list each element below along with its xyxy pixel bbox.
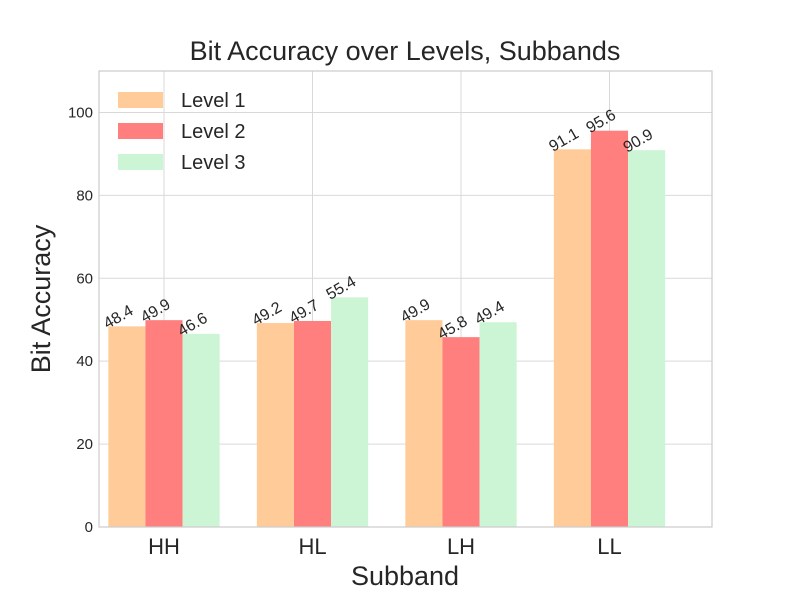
bar bbox=[293, 320, 332, 527]
x-tick-label: HH bbox=[148, 534, 180, 559]
bar bbox=[331, 297, 369, 527]
bar bbox=[405, 320, 443, 527]
bar bbox=[590, 130, 629, 527]
bar bbox=[256, 323, 294, 527]
x-tick-label: HL bbox=[298, 534, 326, 559]
y-tick-label: 40 bbox=[76, 353, 93, 370]
x-tick-label: LH bbox=[447, 534, 475, 559]
bar bbox=[479, 322, 517, 527]
legend: Level 1 Level 2 Level 3 bbox=[118, 90, 246, 174]
legend-swatch bbox=[118, 154, 163, 170]
y-tick-label: 100 bbox=[68, 104, 93, 121]
legend-swatch bbox=[118, 123, 163, 139]
bar bbox=[553, 149, 591, 527]
bar bbox=[628, 150, 666, 528]
bars bbox=[108, 130, 666, 528]
x-axis-label: Subband bbox=[351, 561, 459, 591]
bar bbox=[145, 320, 183, 527]
legend-swatch bbox=[118, 92, 163, 108]
bar bbox=[182, 333, 220, 527]
x-tick-label: LL bbox=[597, 534, 621, 559]
y-tick-label: 20 bbox=[76, 436, 93, 453]
y-tick-labels: 0 20 40 60 80 100 bbox=[68, 104, 93, 536]
legend-label: Level 2 bbox=[181, 121, 246, 143]
bar bbox=[442, 337, 480, 527]
y-tick-label: 60 bbox=[76, 270, 93, 287]
chart-title: Bit Accuracy over Levels, Subbands bbox=[190, 36, 621, 66]
legend-label: Level 1 bbox=[181, 90, 246, 112]
y-tick-label: 0 bbox=[85, 519, 93, 536]
x-tick-labels: HH HL LH LL bbox=[148, 534, 622, 559]
y-tick-label: 80 bbox=[76, 187, 93, 204]
plot-frame bbox=[98, 70, 713, 528]
legend-label: Level 3 bbox=[181, 152, 246, 174]
bar bbox=[108, 326, 146, 527]
y-axis-label: Bit Accuracy bbox=[26, 224, 56, 373]
